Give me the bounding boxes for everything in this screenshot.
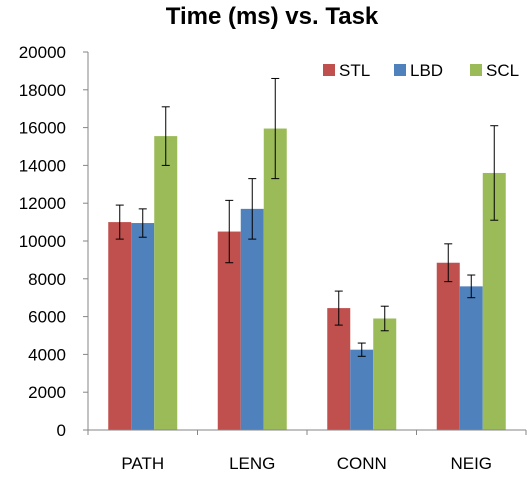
- x-category-label: NEIG: [450, 454, 492, 473]
- y-tick-label: 16000: [19, 119, 66, 138]
- bar-lbd: [131, 223, 155, 430]
- y-tick-label: 2000: [28, 383, 66, 402]
- bar-scl: [154, 136, 178, 431]
- x-category-label: PATH: [121, 454, 164, 473]
- legend-label-lbd: LBD: [410, 61, 443, 80]
- y-tick-label: 6000: [28, 308, 66, 327]
- bar-lbd: [350, 349, 374, 430]
- legend: STL LBD SCL: [323, 61, 519, 80]
- y-tick-label: 14000: [19, 156, 66, 175]
- bar-stl: [108, 222, 132, 430]
- x-category-label: CONN: [337, 454, 387, 473]
- y-tick-label: 12000: [19, 194, 66, 213]
- y-axis-ticks: [83, 51, 88, 431]
- bar-scl: [373, 318, 397, 430]
- bar-lbd: [459, 286, 483, 430]
- y-tick-label: 20000: [19, 43, 66, 62]
- x-category-label: LENG: [229, 454, 275, 473]
- x-axis-category-labels: PATH LENG CONN NEIG: [121, 454, 492, 473]
- bar-scl: [482, 172, 506, 430]
- bar-stl: [217, 231, 241, 430]
- y-tick-label: 18000: [19, 81, 66, 100]
- bar-stl: [436, 262, 460, 430]
- chart-title: Time (ms) vs. Task: [166, 3, 379, 30]
- bar-series-group: [108, 128, 506, 431]
- legend-label-stl: STL: [339, 61, 370, 80]
- legend-label-scl: SCL: [486, 61, 519, 80]
- legend-swatch-scl: [470, 64, 482, 76]
- error-bars-group: [115, 77, 499, 357]
- legend-swatch-lbd: [394, 64, 406, 76]
- y-tick-label: 10000: [19, 232, 66, 251]
- bar-stl: [327, 308, 351, 430]
- legend-swatch-stl: [323, 64, 335, 76]
- y-tick-label: 4000: [28, 345, 66, 364]
- y-tick-label: 8000: [28, 270, 66, 289]
- bar-lbd: [240, 208, 264, 430]
- y-axis-tick-labels: 0 2000 4000 6000 8000 10000 12000 14000 16000 180…: [19, 43, 66, 440]
- bar-scl: [263, 128, 287, 431]
- x-axis-ticks: [87, 430, 527, 435]
- y-tick-label: 0: [57, 421, 66, 440]
